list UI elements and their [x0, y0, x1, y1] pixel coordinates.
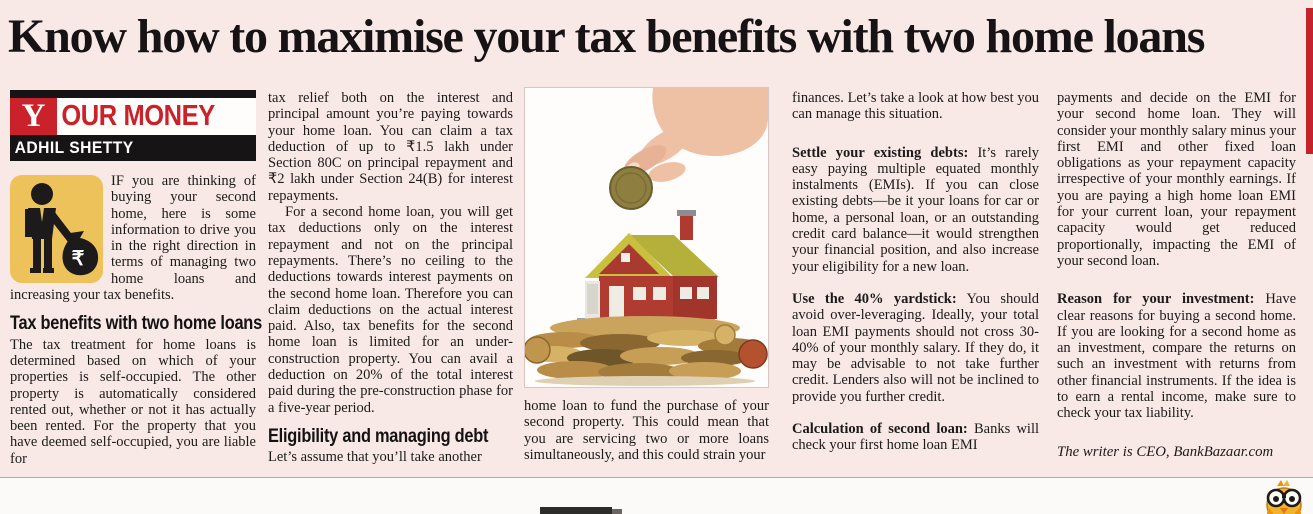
page-edge-red-rule: [1306, 8, 1313, 154]
body-paragraph: For a second home loan, you will get tax…: [268, 204, 513, 416]
body-paragraph: Reason for your investment: Have clear r…: [1057, 291, 1296, 422]
paragraph-lead: Use the 40% yardstick:: [792, 290, 957, 307]
column-4: finances. Let’s take a look at how best …: [792, 80, 1039, 454]
body-paragraph: Let’s assume that you’ll take another: [268, 449, 482, 466]
masthead-top-bar: [10, 90, 256, 98]
body-paragraph: Use the 40% yardstick: You should avoid …: [792, 290, 1039, 405]
svg-text:₹: ₹: [72, 248, 85, 270]
author-name: ADHIL SHETTY: [14, 137, 134, 157]
body-paragraph: home loan to fund the purchase of your s…: [524, 398, 769, 463]
masthead-initial-badge: Y: [10, 98, 57, 135]
paragraph-lead: Reason for your investment:: [1057, 291, 1255, 308]
writer-credit: The writer is CEO, BankBazaar.com: [1057, 443, 1274, 460]
body-paragraph: tax relief both on the interest and prin…: [268, 90, 513, 204]
money-bag-person-icon: ₹: [10, 175, 103, 283]
paragraph-lead: Settle your existing debts:: [792, 144, 969, 161]
hand-coin-house-photo: [523, 87, 769, 388]
intro-text: IF you are thinking of buying your secon…: [10, 173, 256, 304]
column-3: home loan to fund the purchase of your s…: [523, 80, 769, 463]
section-heading-eligibility: Eligibility and managing debt: [268, 424, 489, 447]
cropped-next-row-fragment: [612, 509, 622, 514]
masthead-title: OUR MONEY: [61, 100, 215, 133]
bottom-margin-strip: [0, 477, 1313, 514]
cropped-next-row-fragment: [540, 507, 612, 514]
owl-mascot-icon: [1261, 480, 1307, 514]
body-paragraph: The tax treatment for home loans is dete…: [10, 336, 256, 467]
masthead-title-box: OUR MONEY: [57, 98, 256, 135]
column-5: payments and decide on the EMI for your …: [1057, 80, 1296, 460]
column-2: tax relief both on the interest and prin…: [268, 80, 513, 466]
body-paragraph: payments and decide on the EMI for your …: [1057, 90, 1296, 269]
intro-paragraph: ₹ IF you are thinking of buying your sec…: [10, 173, 256, 303]
body-paragraph: Calculation of second loan: Banks will c…: [792, 421, 1039, 454]
your-money-masthead: Y OUR MONEY ADHIL SHETTY: [10, 90, 256, 161]
article-headline: Know how to maximise your tax benefits w…: [8, 10, 1205, 63]
body-paragraph: finances. Let’s take a look at how best …: [792, 90, 1039, 123]
section-heading-tax-benefits: Tax benefits with two home loans: [10, 312, 262, 335]
masthead-author-bar: ADHIL SHETTY: [10, 135, 256, 161]
body-paragraph: Settle your existing debts: It’s rarely …: [792, 144, 1039, 275]
column-1: Y OUR MONEY ADHIL SHETTY: [10, 80, 262, 467]
paragraph-lead: Calculation of second loan:: [792, 421, 968, 438]
